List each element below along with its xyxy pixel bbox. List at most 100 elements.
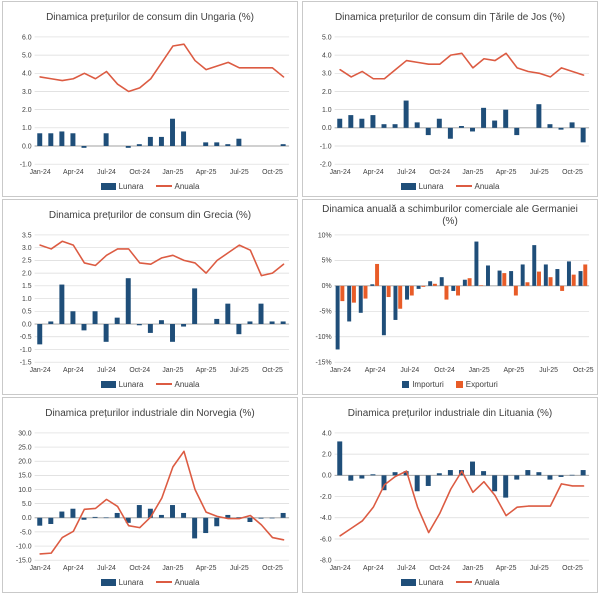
svg-text:Oct-24: Oct-24 xyxy=(129,169,150,176)
svg-text:10.0: 10.0 xyxy=(18,487,32,494)
svg-text:Oct-25: Oct-25 xyxy=(562,565,583,572)
svg-text:3.0: 3.0 xyxy=(22,245,32,252)
svg-text:0.0: 0.0 xyxy=(322,473,332,480)
panel-hungary-consumer-prices: Dinamica prețurilor de consum din Ungari… xyxy=(2,1,298,197)
svg-text:0.5: 0.5 xyxy=(22,309,32,316)
svg-text:Jan-24: Jan-24 xyxy=(330,169,351,176)
svg-text:Oct-24: Oct-24 xyxy=(129,367,150,374)
svg-text:Jan-24: Jan-24 xyxy=(330,565,351,572)
svg-text:2.0: 2.0 xyxy=(22,270,32,277)
svg-text:Jan-25: Jan-25 xyxy=(462,169,483,176)
svg-text:Jul-24: Jul-24 xyxy=(97,169,116,176)
lithuania-ppi-chart: -8.0 -6.0 -4.0 -2.0 0.0 2.0 4.0 Jan-24 Apr-24 Jul… xyxy=(320,430,590,572)
legend-label: Anuala xyxy=(474,577,500,587)
svg-text:-4.0: -4.0 xyxy=(320,515,332,522)
svg-text:5%: 5% xyxy=(322,258,332,265)
svg-text:25.0: 25.0 xyxy=(18,444,32,451)
svg-text:Apr-24: Apr-24 xyxy=(363,565,384,572)
panel-greece-consumer-prices: Dinamica prețurilor de consum din Grecia… xyxy=(2,199,298,395)
svg-text:2.0: 2.0 xyxy=(22,107,32,114)
legend-item-lunara: Lunara xyxy=(400,181,444,191)
svg-text:0%: 0% xyxy=(322,283,332,290)
svg-text:Apr-25: Apr-25 xyxy=(196,169,217,176)
svg-text:1.0: 1.0 xyxy=(22,296,32,303)
svg-text:Oct-25: Oct-25 xyxy=(573,367,594,374)
svg-text:1.0: 1.0 xyxy=(22,125,32,132)
svg-text:Jul-25: Jul-25 xyxy=(530,169,549,176)
svg-text:Jan-24: Jan-24 xyxy=(30,565,51,572)
svg-text:0.0: 0.0 xyxy=(322,125,332,132)
svg-text:0.0: 0.0 xyxy=(22,515,32,522)
chart-title-text: Dinamica anuală a schimburilor comercial… xyxy=(322,204,578,215)
panel-netherlands-consumer-prices: Dinamica prețurilor de consum din Țările… xyxy=(302,1,598,197)
svg-text:Oct-24: Oct-24 xyxy=(429,565,450,572)
svg-text:-0.5: -0.5 xyxy=(20,334,32,341)
svg-text:Jan-25: Jan-25 xyxy=(462,565,483,572)
anuala-line-swatch-icon xyxy=(155,185,172,187)
chart-legend: Lunara Anuala xyxy=(6,575,294,589)
svg-text:Jan-25: Jan-25 xyxy=(162,367,183,374)
svg-text:2.0: 2.0 xyxy=(322,452,332,459)
chart-title-text: Dinamica prețurilor de consum din Ungari… xyxy=(46,12,254,23)
panel-lithuania-industrial-prices: Dinamica prețurilor industriale din Litu… xyxy=(302,397,598,593)
svg-text:-10.0: -10.0 xyxy=(16,543,32,550)
svg-text:Jul-24: Jul-24 xyxy=(397,565,416,572)
anuala-line-swatch-icon xyxy=(155,581,172,583)
svg-text:Jan-25: Jan-25 xyxy=(162,565,183,572)
legend-label: Anuala xyxy=(174,379,200,389)
svg-text:Jan-24: Jan-24 xyxy=(30,367,51,374)
anuala-line-swatch-icon xyxy=(155,383,172,385)
svg-text:-8.0: -8.0 xyxy=(320,558,332,565)
svg-text:Jan-25: Jan-25 xyxy=(162,169,183,176)
svg-text:Apr-25: Apr-25 xyxy=(196,565,217,572)
svg-text:0.0: 0.0 xyxy=(22,321,32,328)
lunara-bar-swatch-icon xyxy=(100,182,116,190)
chart-title-text: Dinamica prețurilor industriale din Norv… xyxy=(45,408,255,419)
svg-text:1.5: 1.5 xyxy=(22,283,32,290)
svg-text:Jul-24: Jul-24 xyxy=(97,367,116,374)
svg-text:Jul-24: Jul-24 xyxy=(400,367,419,374)
anuala-line-swatch-icon xyxy=(455,581,472,583)
svg-text:4.0: 4.0 xyxy=(322,52,332,59)
legend-label: Lunara xyxy=(118,379,144,389)
svg-text:4.0: 4.0 xyxy=(22,71,32,78)
svg-text:Jul-25: Jul-25 xyxy=(230,367,249,374)
svg-text:Apr-24: Apr-24 xyxy=(365,367,386,374)
svg-text:Jan-24: Jan-24 xyxy=(330,367,351,374)
svg-text:Jul-24: Jul-24 xyxy=(97,565,116,572)
svg-text:30.0: 30.0 xyxy=(18,430,32,437)
svg-text:Apr-24: Apr-24 xyxy=(63,367,84,374)
legend-label: Anuala xyxy=(174,181,200,191)
svg-text:Apr-25: Apr-25 xyxy=(504,367,525,374)
legend-label: Lunara xyxy=(418,181,444,191)
panel-norway-industrial-prices: Dinamica prețurilor industriale din Norv… xyxy=(2,397,298,593)
chart-title-text: Dinamica prețurilor de consum din Grecia… xyxy=(48,210,252,221)
panel-germany-trade: Dinamica anuală a schimburilor comercial… xyxy=(302,199,598,395)
legend-item-anuala: Anuala xyxy=(155,577,200,587)
svg-text:-1.0: -1.0 xyxy=(20,162,32,169)
svg-text:0.0: 0.0 xyxy=(22,143,32,150)
svg-text:-5.0: -5.0 xyxy=(20,529,32,536)
svg-text:Oct-25: Oct-25 xyxy=(262,169,283,176)
svg-text:Jul-25: Jul-25 xyxy=(230,565,249,572)
svg-text:-1.0: -1.0 xyxy=(320,143,332,150)
svg-text:-1.0: -1.0 xyxy=(20,347,32,354)
svg-text:5.0: 5.0 xyxy=(22,501,32,508)
svg-text:3.0: 3.0 xyxy=(322,71,332,78)
hungary-cpi-chart: -1.0 0.0 1.0 2.0 3.0 4.0 5.0 6.0 Jan-24 Apr-24 Jul… xyxy=(20,34,290,176)
lunara-bar-swatch-icon xyxy=(100,380,116,388)
legend-label: Anuala xyxy=(174,577,200,587)
svg-text:Jul-25: Jul-25 xyxy=(230,169,249,176)
anuala-line-swatch-icon xyxy=(455,185,472,187)
svg-text:10%: 10% xyxy=(318,232,332,239)
legend-label: Anuala xyxy=(474,181,500,191)
svg-text:Jul-25: Jul-25 xyxy=(530,565,549,572)
svg-text:Apr-25: Apr-25 xyxy=(496,565,517,572)
svg-text:3.0: 3.0 xyxy=(22,89,32,96)
svg-text:Oct-25: Oct-25 xyxy=(262,565,283,572)
chart-title-hungary: Dinamica prețurilor de consum din Ungari… xyxy=(6,3,294,31)
svg-text:Oct-24: Oct-24 xyxy=(434,367,455,374)
svg-text:2.5: 2.5 xyxy=(22,258,32,265)
lunara-bar-swatch-icon xyxy=(100,578,116,586)
svg-text:6.0: 6.0 xyxy=(22,34,32,41)
